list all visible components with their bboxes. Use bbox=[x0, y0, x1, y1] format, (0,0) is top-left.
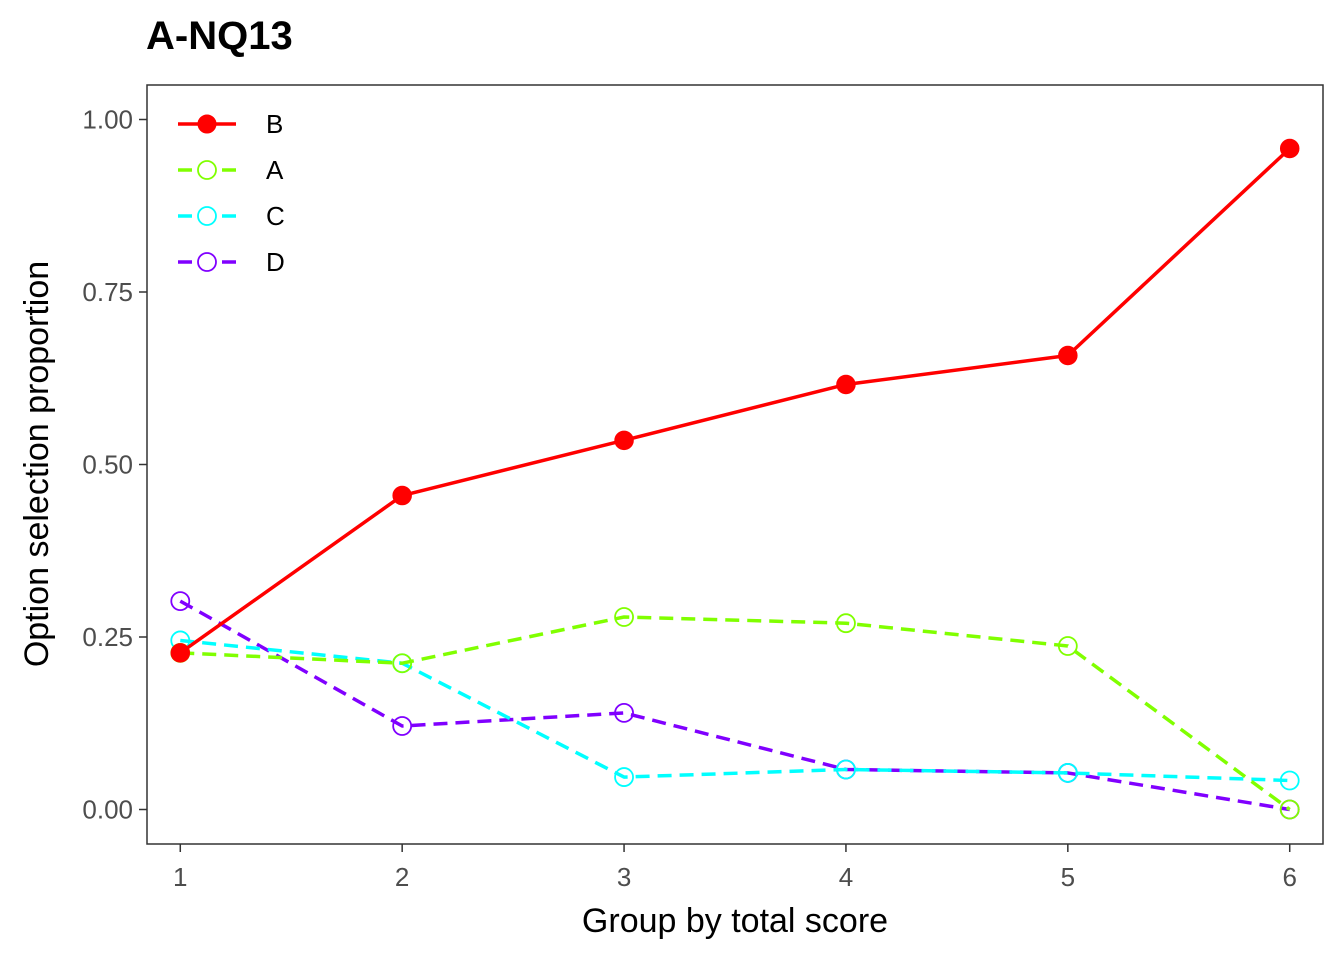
series-line-B bbox=[179, 147, 1291, 655]
series-layer bbox=[170, 138, 1300, 820]
data-point-B bbox=[836, 374, 856, 395]
x-tick-label: 3 bbox=[617, 862, 631, 892]
legend-item-D: D bbox=[178, 247, 285, 277]
series-B bbox=[170, 138, 1300, 663]
legend-key-marker bbox=[197, 252, 217, 272]
data-point-A bbox=[836, 613, 856, 634]
y-tick-label: 0.00 bbox=[82, 795, 133, 825]
data-point-B bbox=[1058, 345, 1078, 366]
legend-label: C bbox=[266, 201, 285, 231]
y-tick-label: 1.00 bbox=[82, 105, 133, 135]
x-tick-label: 5 bbox=[1061, 862, 1075, 892]
series-D bbox=[170, 591, 1300, 820]
series-line-C bbox=[180, 638, 1290, 783]
series-line-A bbox=[180, 615, 1291, 811]
data-point-C bbox=[1057, 763, 1078, 783]
data-point-A bbox=[1279, 799, 1300, 820]
data-point-C bbox=[614, 767, 634, 787]
data-point-B bbox=[170, 643, 191, 663]
legend-label: A bbox=[266, 155, 284, 185]
data-point-C bbox=[1279, 770, 1300, 791]
y-tick-label: 0.50 bbox=[82, 450, 133, 480]
legend-label: B bbox=[266, 109, 283, 139]
data-point-A bbox=[614, 607, 634, 627]
plot-panel-border bbox=[146, 84, 1324, 845]
y-axis-label: Option selection proportion bbox=[18, 261, 56, 667]
axis-layer: 0.00 0.25 0.50 0.75 1.00 1 2 3 4 5 6 bbox=[82, 105, 1297, 893]
legend-item-A: A bbox=[178, 155, 284, 185]
x-tick-label: 6 bbox=[1282, 862, 1296, 892]
data-point-D bbox=[614, 703, 634, 723]
legend-key-marker bbox=[197, 160, 217, 180]
data-point-B bbox=[614, 430, 634, 451]
series-line-D bbox=[179, 599, 1291, 812]
series-A bbox=[170, 607, 1300, 820]
y-tick-label: 0.25 bbox=[82, 622, 133, 652]
legend-label: D bbox=[266, 247, 285, 277]
x-tick-label: 2 bbox=[395, 862, 409, 892]
legend-key-marker bbox=[197, 114, 217, 134]
data-point-A bbox=[1057, 636, 1078, 656]
chart-title: A-NQ13 bbox=[146, 14, 293, 58]
y-tick-label: 0.75 bbox=[82, 277, 133, 307]
legend-key-marker bbox=[197, 206, 217, 226]
data-point-D bbox=[392, 716, 413, 736]
series-C bbox=[170, 630, 1300, 791]
legend-item-B: B bbox=[178, 109, 283, 139]
data-point-B bbox=[1279, 138, 1300, 159]
x-tick-label: 1 bbox=[173, 862, 187, 892]
data-point-C bbox=[836, 759, 856, 780]
x-axis-label: Group by total score bbox=[582, 902, 888, 940]
data-point-A bbox=[392, 653, 413, 674]
data-point-B bbox=[392, 485, 412, 506]
x-tick-label: 4 bbox=[839, 862, 853, 892]
legend-item-C: C bbox=[178, 201, 285, 231]
data-point-D bbox=[170, 591, 191, 612]
